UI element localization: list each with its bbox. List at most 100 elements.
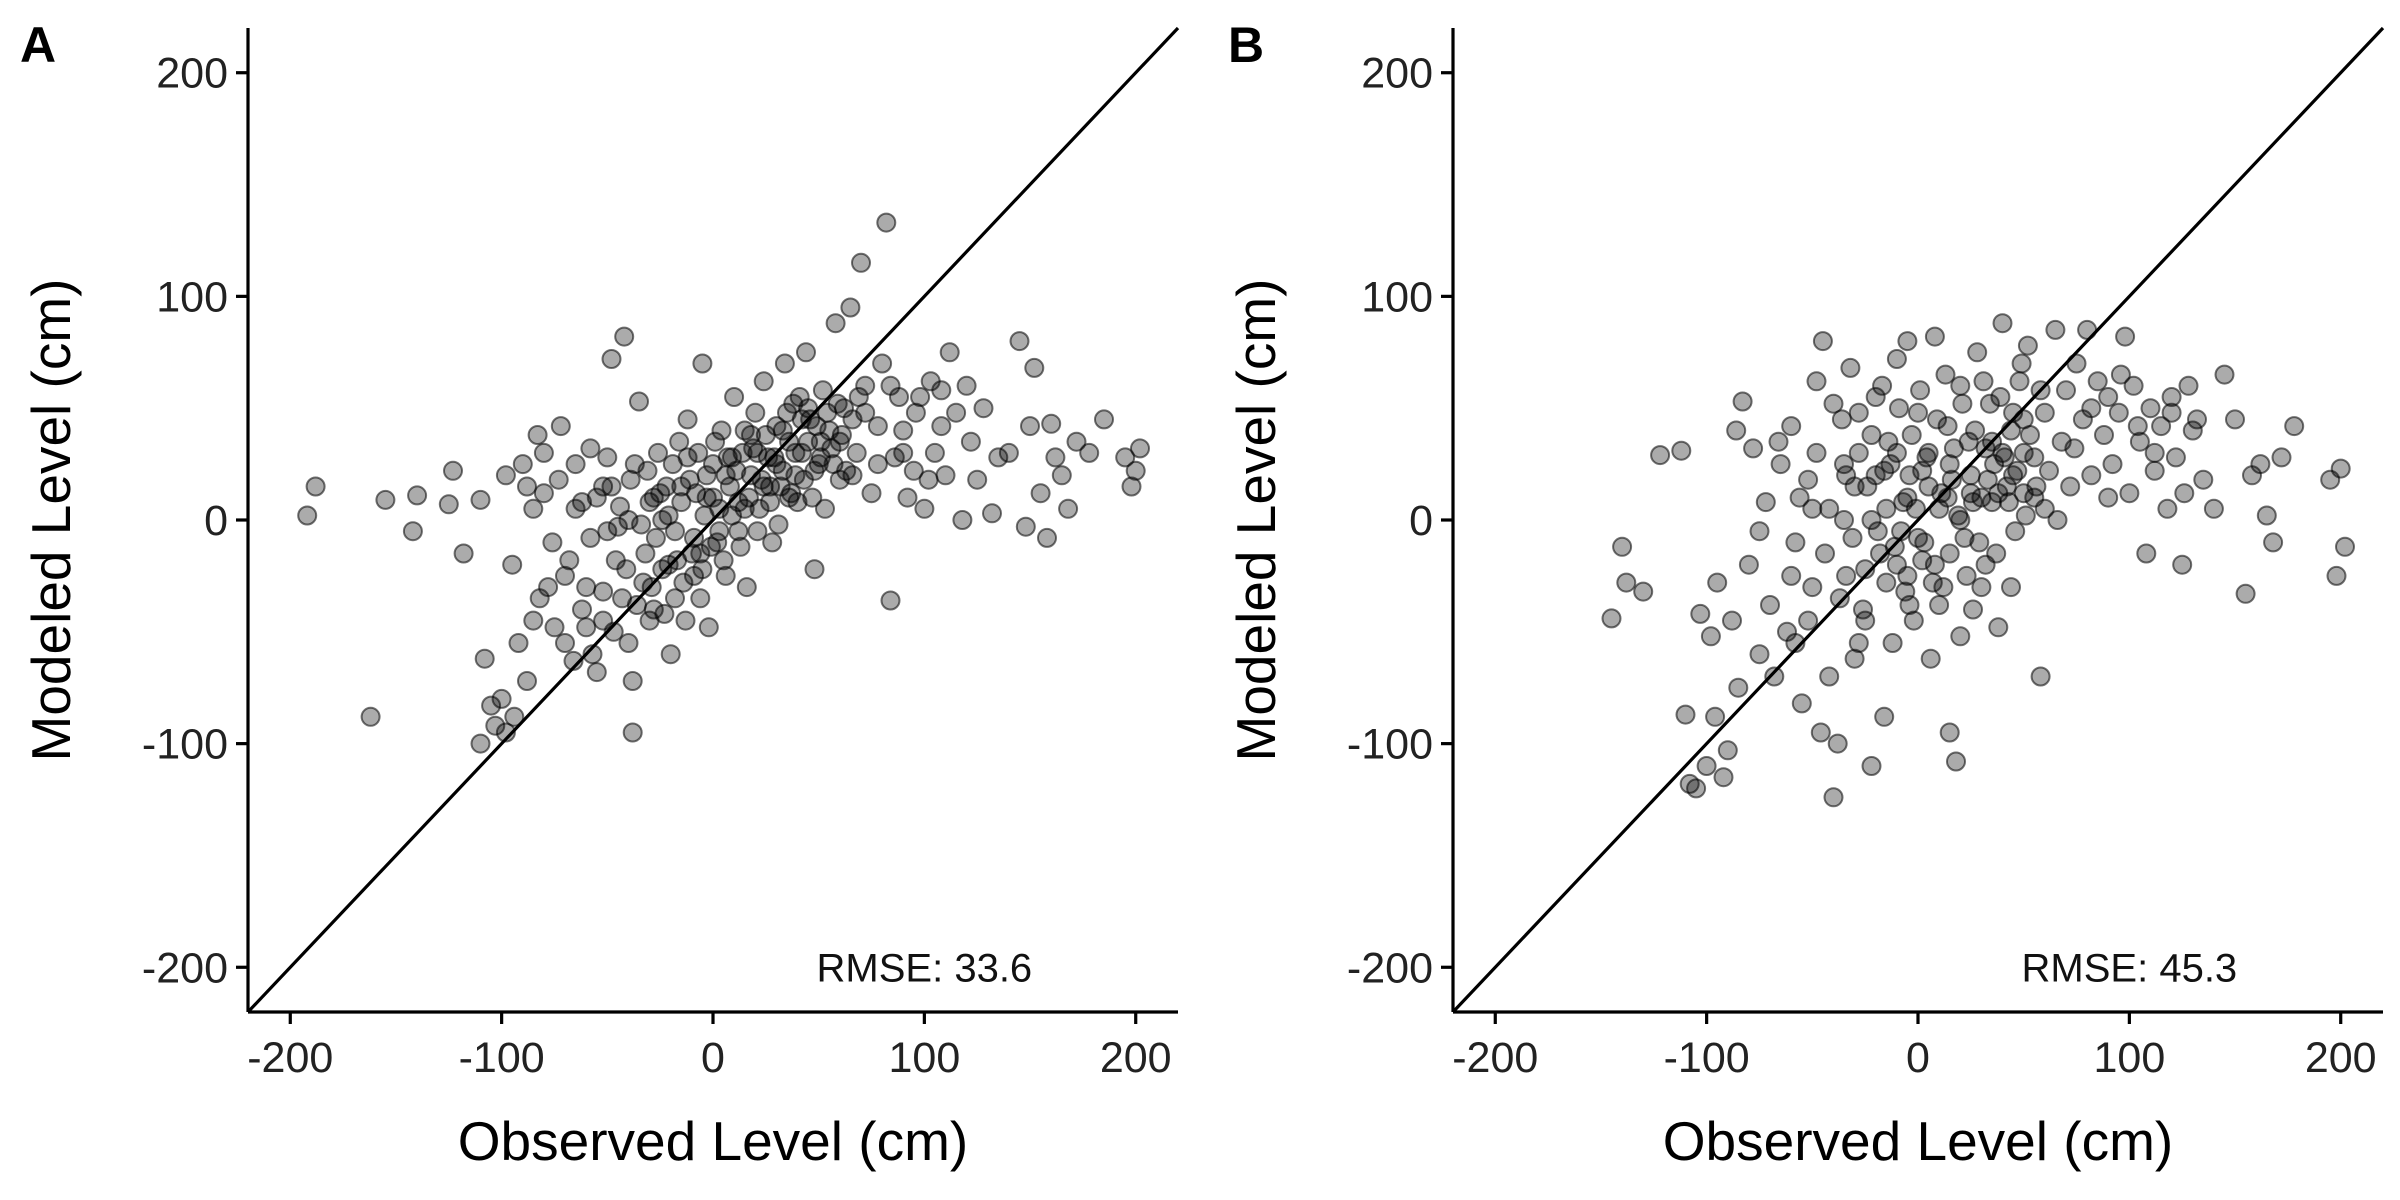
data-point (823, 454, 844, 475)
data-point (1848, 633, 1869, 653)
data-point (1749, 644, 1770, 665)
data-point (652, 510, 673, 530)
data-point (580, 438, 601, 459)
data-point (1969, 532, 1990, 553)
data-point (2326, 565, 2347, 586)
data-point (669, 431, 690, 452)
data-point (1015, 516, 1036, 537)
data-point (517, 671, 537, 691)
data-point (1612, 536, 1633, 557)
x-tick-label: 100 (888, 1034, 960, 1082)
data-point (1886, 442, 1907, 463)
data-point (2157, 498, 2178, 519)
data-point (2013, 483, 2034, 504)
scatter-points (297, 212, 1150, 754)
data-point (1749, 521, 1770, 542)
data-point (438, 494, 459, 515)
data-point (1789, 487, 1810, 508)
data-point (1920, 648, 1941, 669)
rmse-annotation: RMSE: 45.3 (2022, 946, 2238, 990)
data-point (2017, 335, 2038, 356)
data-point (2098, 387, 2119, 407)
data-point (692, 353, 713, 374)
data-point (548, 469, 569, 490)
panel-label: A (20, 17, 56, 73)
x-tick-label: 0 (1906, 1034, 1930, 1082)
data-point (2161, 402, 2182, 423)
data-point (504, 706, 525, 727)
data-point (1791, 693, 1812, 714)
data-point (1051, 465, 1072, 486)
data-point (1924, 554, 1945, 575)
data-point (1829, 588, 1850, 609)
data-point (2151, 416, 2172, 437)
data-point (2013, 442, 2034, 463)
data-point (2110, 364, 2131, 385)
data-point (597, 521, 618, 542)
data-point (1781, 416, 1802, 437)
data-point (1770, 454, 1791, 475)
data-point (2001, 577, 2021, 598)
data-point (1722, 610, 1742, 631)
data-point (523, 498, 544, 519)
data-point (2178, 375, 2199, 396)
data-point (2235, 583, 2256, 604)
data-point (643, 487, 664, 508)
data-point (810, 431, 831, 452)
data-point (618, 633, 639, 653)
data-point (1827, 733, 1848, 754)
x-tick-label: 0 (701, 1034, 725, 1082)
data-point (2225, 409, 2245, 430)
rmse-annotation: RMSE: 33.6 (817, 946, 1033, 990)
data-point (952, 510, 973, 530)
data-point (1943, 438, 1964, 459)
data-point (924, 442, 945, 463)
data-point (2005, 521, 2026, 542)
data-point (1844, 476, 1865, 497)
data-point (671, 492, 692, 513)
data-point (772, 420, 793, 441)
data-point (1707, 572, 1728, 593)
data-point (1798, 610, 1819, 631)
data-point (1836, 565, 1857, 586)
data-point (1030, 483, 1051, 504)
data-point (713, 550, 734, 571)
data-point (1865, 387, 1886, 407)
identity-line (1451, 26, 2385, 1014)
data-point (2011, 353, 2032, 374)
data-point (1963, 492, 1983, 513)
data-point (1041, 413, 1062, 434)
data-point (2271, 447, 2292, 468)
data-point (2015, 505, 2036, 526)
data-point (730, 536, 751, 557)
data-point (1986, 543, 2007, 564)
data-point (1834, 510, 1854, 530)
data-point (722, 447, 742, 468)
data-point (481, 695, 502, 716)
data-point (1922, 572, 1943, 593)
data-point (1965, 420, 1986, 441)
data-point (946, 402, 967, 423)
data-point (565, 454, 586, 475)
data-point (747, 442, 768, 463)
data-point (1601, 608, 1622, 629)
data-point (817, 402, 838, 423)
y-axis-title: Modeled Level (cm) (1225, 279, 1287, 762)
data-point (1037, 527, 1057, 548)
x-axis-ticks: -200 -100 0 100 200 (1452, 1012, 2377, 1082)
data-point (768, 514, 789, 535)
data-point (2081, 465, 2102, 486)
data-point (1675, 704, 1696, 725)
data-point (1861, 510, 1882, 530)
data-point (736, 577, 757, 598)
data-point (1988, 617, 2009, 638)
data-point (690, 543, 711, 564)
data-point (724, 387, 745, 407)
data-point (791, 409, 812, 430)
data-point (586, 487, 607, 508)
data-point (2263, 532, 2284, 553)
data-point (1760, 595, 1780, 615)
y-tick-label: 100 (156, 273, 228, 321)
data-point (2136, 543, 2157, 564)
data-point (1024, 357, 1045, 378)
